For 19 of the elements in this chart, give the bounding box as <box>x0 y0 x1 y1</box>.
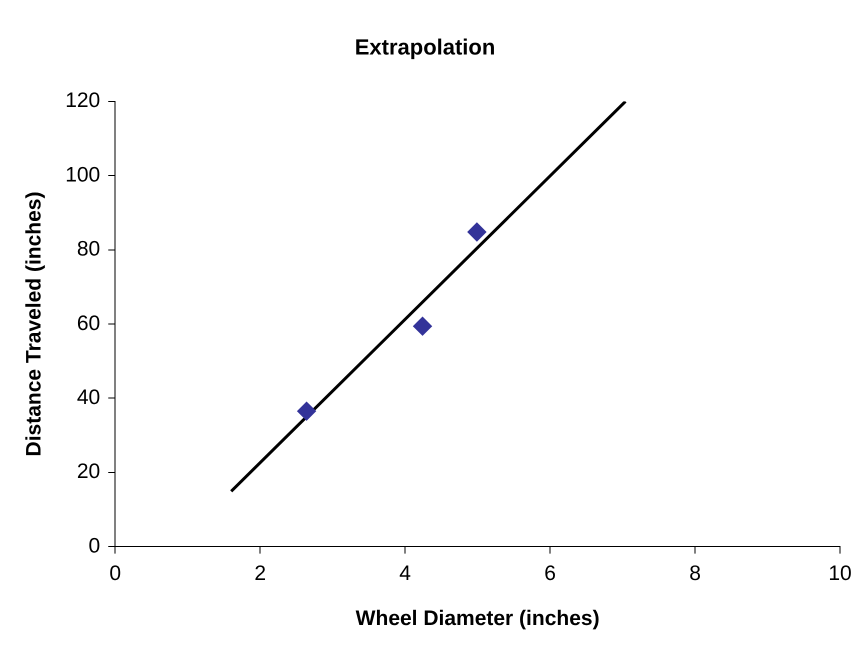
y-tick-label: 0 <box>88 534 100 558</box>
x-tick-label: 10 <box>828 562 852 585</box>
y-tick-label: 80 <box>76 238 100 261</box>
x-axis-title: Wheel Diameter (inches) <box>356 607 600 630</box>
point <box>297 402 316 421</box>
x-tick-label: 2 <box>254 562 266 585</box>
y-tick-label: 20 <box>76 460 100 484</box>
y-tick-label: 120 <box>65 89 100 112</box>
chart-title: Extrapolation <box>354 34 496 60</box>
y-axis-title: Distance Traveled (inches) <box>22 192 46 456</box>
x-tick-label: 4 <box>399 562 412 585</box>
point <box>467 222 486 242</box>
point <box>413 316 432 336</box>
y-tick-label: 40 <box>76 386 100 409</box>
x-tick-label: 8 <box>689 562 701 585</box>
x-tick-label: 6 <box>544 562 556 585</box>
x-tick-label: 0 <box>109 562 122 585</box>
y-tick-label: 60 <box>76 312 100 335</box>
y-tick-label: 100 <box>65 163 100 186</box>
